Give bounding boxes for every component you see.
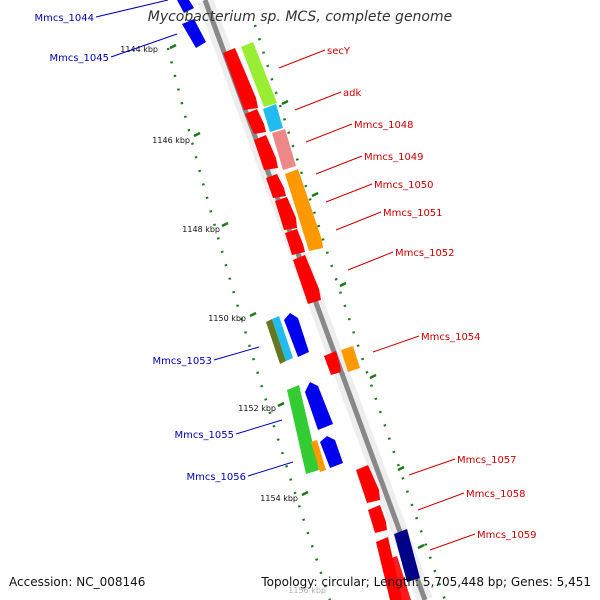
tick-label: 1152 kbp [238, 404, 276, 413]
tick-label: 1146 kbp [152, 136, 190, 145]
leader-mmcs-1052 [347, 251, 394, 271]
gene-label[interactable]: Mmcs_1058 [466, 489, 526, 500]
leader-mmcs-1055 [235, 419, 283, 435]
tick-mark [193, 131, 201, 138]
gene-secy[interactable] [223, 48, 258, 110]
accession-text: Accession: NC_008146 [9, 575, 146, 589]
gene-label[interactable]: Mmcs_1045 [49, 53, 109, 64]
leader-mmcs-1058 [417, 492, 465, 511]
gene-label[interactable]: Mmcs_1052 [395, 248, 455, 259]
gene-pink[interactable] [272, 129, 296, 170]
reverse-gene-labels [95, 0, 294, 477]
tick-mark [169, 43, 177, 50]
gene-label[interactable]: Mmcs_1054 [421, 332, 481, 343]
gene-label[interactable]: Mmcs_1056 [186, 472, 246, 483]
gene-orange-small[interactable] [311, 440, 326, 472]
tick-mark [281, 99, 289, 106]
gene-label[interactable]: Mmcs_1057 [457, 455, 517, 466]
leader-mmcs-1050 [325, 183, 373, 203]
tick-label: 1144 kbp [120, 45, 158, 54]
gene-mmcs-1044[interactable] [177, 0, 194, 13]
gene-mmcs-1056[interactable] [320, 436, 343, 468]
gene-mmcs-1050[interactable] [285, 169, 323, 251]
gene-adk[interactable] [245, 109, 266, 134]
leader-mmcs-1048 [305, 123, 353, 143]
gene-label[interactable]: Mmcs_1049 [364, 152, 424, 163]
leader-secy [278, 49, 326, 69]
outer-tick-track [253, 24, 447, 600]
gene-label[interactable]: Mmcs_1059 [477, 530, 537, 541]
gene-mmcs-1055[interactable] [305, 382, 333, 430]
tick-mark [311, 191, 319, 198]
leader-mmcs-1049 [315, 155, 363, 175]
tick-label: 1148 kbp [182, 225, 220, 234]
gene-green[interactable] [287, 385, 319, 474]
gene-lime[interactable] [241, 42, 277, 107]
forward-strand-genes [223, 42, 420, 600]
gene-mmcs-1053[interactable] [284, 313, 309, 357]
gene-label[interactable]: Mmcs_1048 [354, 120, 414, 131]
tick-mark [221, 221, 229, 228]
genome-summary-text: Topology: circular; Length: 5,705,448 bp… [261, 575, 591, 589]
gene-red-c[interactable] [386, 556, 411, 600]
tick-mark [301, 490, 309, 497]
forward-gene-label-text: secY adk Mmcs_1048 Mmcs_1049 Mmcs_1050 M… [327, 46, 537, 541]
gene-mmcs-1045[interactable] [182, 19, 206, 48]
reverse-strand-genes [177, 0, 343, 474]
gene-label[interactable]: secY [327, 46, 351, 57]
leader-mmcs-1056 [247, 461, 294, 477]
tick-label: 1150 kbp [208, 314, 246, 323]
gene-mmcs-1051[interactable] [285, 229, 305, 255]
leader-mmcs-1054 [372, 335, 420, 353]
tick-mark [249, 311, 257, 318]
gene-cyan[interactable] [263, 104, 283, 132]
gene-label[interactable]: adk [343, 88, 361, 99]
genome-title: Mycobacterium sp. MCS, complete genome [147, 9, 453, 25]
leader-mmcs-1057 [408, 458, 456, 476]
gene-navy[interactable] [394, 529, 420, 582]
scale-tick-labels: 1144 kbp 1146 kbp 1148 kbp 1150 kbp 1152… [120, 45, 326, 595]
gene-mmcs-1058[interactable] [368, 505, 387, 533]
gene-label[interactable]: Mmcs_1050 [374, 180, 434, 191]
gene-label[interactable]: Mmcs_1044 [34, 13, 94, 24]
gene-mmcs-1057[interactable] [356, 465, 380, 503]
tick-label: 1154 kbp [260, 494, 298, 503]
scale-tick-marks [169, 43, 425, 550]
leader-mmcs-1053 [213, 346, 260, 361]
leader-mmcs-1051 [335, 211, 382, 231]
leader-mmcs-1045 [110, 33, 178, 58]
gene-red-a[interactable] [275, 197, 297, 230]
gene-label[interactable]: Mmcs_1051 [383, 208, 443, 219]
leader-adk [294, 91, 342, 111]
gene-mmcs-1049[interactable] [266, 174, 286, 198]
tick-mark [417, 543, 425, 550]
tick-mark [397, 465, 405, 472]
gene-mmcs-1052[interactable] [293, 255, 321, 304]
leader-mmcs-1059 [429, 533, 476, 551]
forward-gene-labels [278, 49, 476, 551]
tick-mark [277, 401, 285, 408]
tick-mark [339, 281, 347, 288]
leader-mmcs-1044 [95, 0, 169, 18]
reverse-gene-label-text: Mmcs_1044 Mmcs_1045 Mmcs_1053 Mmcs_1055 … [34, 13, 246, 483]
tick-label: 1156 kbp [288, 586, 326, 595]
gene-label[interactable]: Mmcs_1053 [152, 356, 212, 367]
gene-red-b[interactable] [324, 351, 341, 375]
tick-mark [369, 373, 377, 380]
gene-mmcs-1048[interactable] [254, 135, 278, 170]
gene-label[interactable]: Mmcs_1055 [174, 430, 234, 441]
gene-cyan-left[interactable] [272, 316, 293, 361]
gene-olive[interactable] [266, 319, 286, 364]
gene-orange-right[interactable] [341, 346, 360, 372]
